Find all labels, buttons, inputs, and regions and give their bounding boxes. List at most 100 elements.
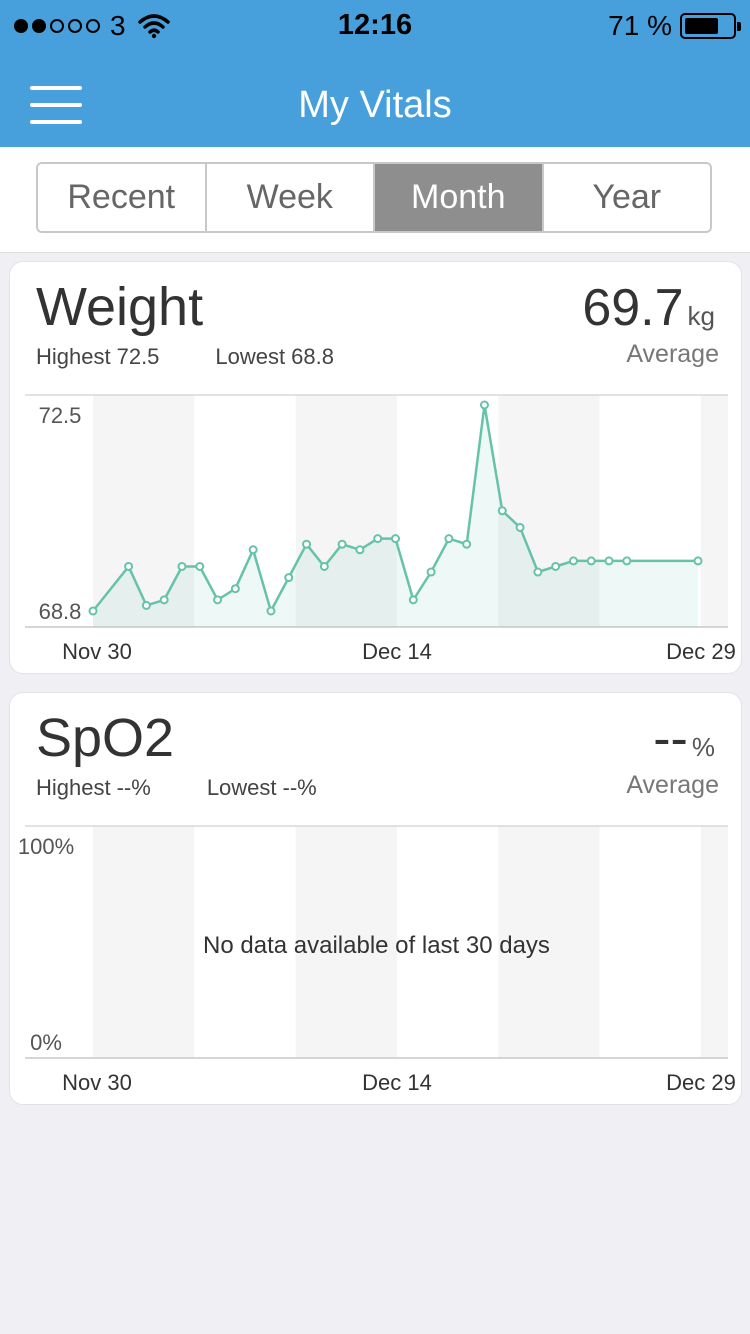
spo2-x-tick: Dec 29 (666, 1070, 736, 1095)
weight-point (124, 561, 134, 571)
spo2-highest-label: Highest (36, 775, 111, 800)
spo2-card[interactable]: SpO2 Highest --% Lowest --% -- % Average… (9, 692, 742, 1105)
signal-dot (14, 19, 28, 33)
carrier-name: 3 (110, 10, 126, 41)
spo2-average-unit: % (691, 732, 715, 762)
weight-point (248, 545, 258, 555)
weight-lowest: Lowest 68.8 (215, 344, 334, 370)
weight-point (319, 561, 329, 571)
weight-chart: 72.5 68.8 Nov 30 Dec 14 Dec 29 (10, 393, 743, 675)
weight-point (462, 539, 472, 549)
spo2-highest-value: --% (116, 775, 151, 800)
spo2-highest: Highest --% (36, 775, 151, 801)
weight-point (88, 606, 98, 616)
weight-highest: Highest 72.5 (36, 344, 159, 370)
weight-point (622, 556, 632, 566)
weight-lowest-value: 68.8 (291, 344, 334, 369)
weight-point (373, 534, 383, 544)
weight-point (391, 534, 400, 544)
spo2-x-tick: Dec 14 (362, 1070, 432, 1095)
tab-month[interactable]: Month (375, 164, 544, 231)
weight-point (551, 561, 561, 571)
weight-x-tick: Dec 29 (666, 639, 736, 664)
weight-average: 69.7 kg (582, 278, 715, 338)
spo2-x-tick: Nov 30 (62, 1070, 132, 1095)
period-segmented-control: Recent Week Month Year (36, 162, 712, 233)
weight-point (355, 545, 365, 555)
spo2-grid-band (93, 826, 195, 1058)
weight-point (444, 534, 454, 544)
weight-point (533, 567, 543, 577)
weight-y-tick: 72.5 (39, 403, 82, 428)
weight-point (515, 522, 525, 532)
weight-highest-label: Highest (36, 344, 111, 369)
spo2-grid-band (700, 826, 728, 1058)
weight-point (230, 584, 240, 594)
cellular-signal: 3 (14, 10, 170, 42)
weight-point (337, 539, 347, 549)
weight-point (586, 556, 596, 566)
spo2-lowest-value: --% (282, 775, 317, 800)
spo2-title: SpO2 (36, 708, 175, 768)
hamburger-menu-icon[interactable] (30, 86, 82, 128)
weight-point (408, 595, 418, 605)
signal-dot (32, 19, 46, 33)
weight-point (604, 556, 614, 566)
weight-card[interactable]: Weight Highest 72.5 Lowest 68.8 69.7 kg … (9, 261, 742, 674)
spo2-grid-band (295, 826, 397, 1058)
weight-point (497, 506, 507, 516)
spo2-chart: 100% 0% Nov 30 Dec 14 Dec 29 No data availab… (10, 824, 743, 1106)
spo2-average-value: -- (653, 710, 688, 768)
signal-strength-icon (14, 19, 100, 33)
signal-dot (68, 19, 82, 33)
weight-point (177, 561, 187, 571)
weight-point (693, 556, 703, 566)
weight-average-label: Average (626, 340, 719, 368)
weight-average-value: 69.7 (582, 279, 684, 337)
weight-point (568, 556, 578, 566)
signal-dot (50, 19, 64, 33)
weight-x-tick: Dec 14 (362, 639, 432, 664)
battery-percent: 71 % (608, 10, 672, 41)
weight-grid-band (295, 395, 397, 627)
spo2-average: -- % (653, 709, 715, 769)
weight-point (302, 539, 312, 549)
weight-lowest-label: Lowest (215, 344, 286, 369)
spo2-grid-band (498, 826, 600, 1058)
spo2-stats: Highest --% Lowest --% (36, 775, 317, 801)
spo2-average-label: Average (626, 771, 719, 799)
weight-point (479, 400, 489, 410)
tab-year[interactable]: Year (543, 164, 710, 231)
status-bar: 3 12:16 71 % (0, 0, 750, 50)
weight-grid-band (498, 395, 600, 627)
weight-highest-value: 72.5 (116, 344, 160, 369)
no-data-message: No data available of last 30 days (203, 932, 550, 959)
spo2-lowest: Lowest --% (207, 775, 317, 801)
weight-point (426, 567, 436, 577)
page-title: My Vitals (298, 84, 452, 126)
spo2-chart-svg: 100% 0%Nov 30 Dec 14 Dec 29 (18, 825, 736, 1095)
weight-point (213, 595, 223, 605)
weight-x-tick: Nov 30 (62, 639, 132, 664)
battery-status: 71 % (608, 10, 741, 42)
status-time: 12:16 (337, 9, 413, 41)
weight-grid-band (700, 395, 728, 627)
battery-level (685, 18, 718, 34)
spo2-y-tick: 100% (18, 834, 74, 859)
spo2-lowest-label: Lowest (206, 775, 277, 800)
battery-icon (680, 13, 741, 39)
weight-point (141, 600, 151, 610)
wifi-icon (137, 14, 170, 39)
weight-stats: Highest 72.5 Lowest 68.8 (36, 344, 334, 370)
weight-chart-svg: 72.5 68.8 Nov 30 Dec 14 Dec 29 (25, 394, 736, 664)
weight-point (159, 595, 169, 605)
period-selector-bar: Recent Week Month Year (0, 147, 750, 253)
spo2-y-tick: 0% (30, 1030, 62, 1055)
weight-point (266, 606, 276, 616)
tab-recent[interactable]: Recent (38, 164, 207, 231)
tab-week[interactable]: Week (206, 164, 375, 231)
weight-y-tick: 68.8 (39, 599, 82, 624)
weight-title: Weight (36, 277, 204, 337)
app-header: 3 12:16 71 % My Vitals (0, 0, 750, 147)
signal-dot (86, 19, 100, 33)
